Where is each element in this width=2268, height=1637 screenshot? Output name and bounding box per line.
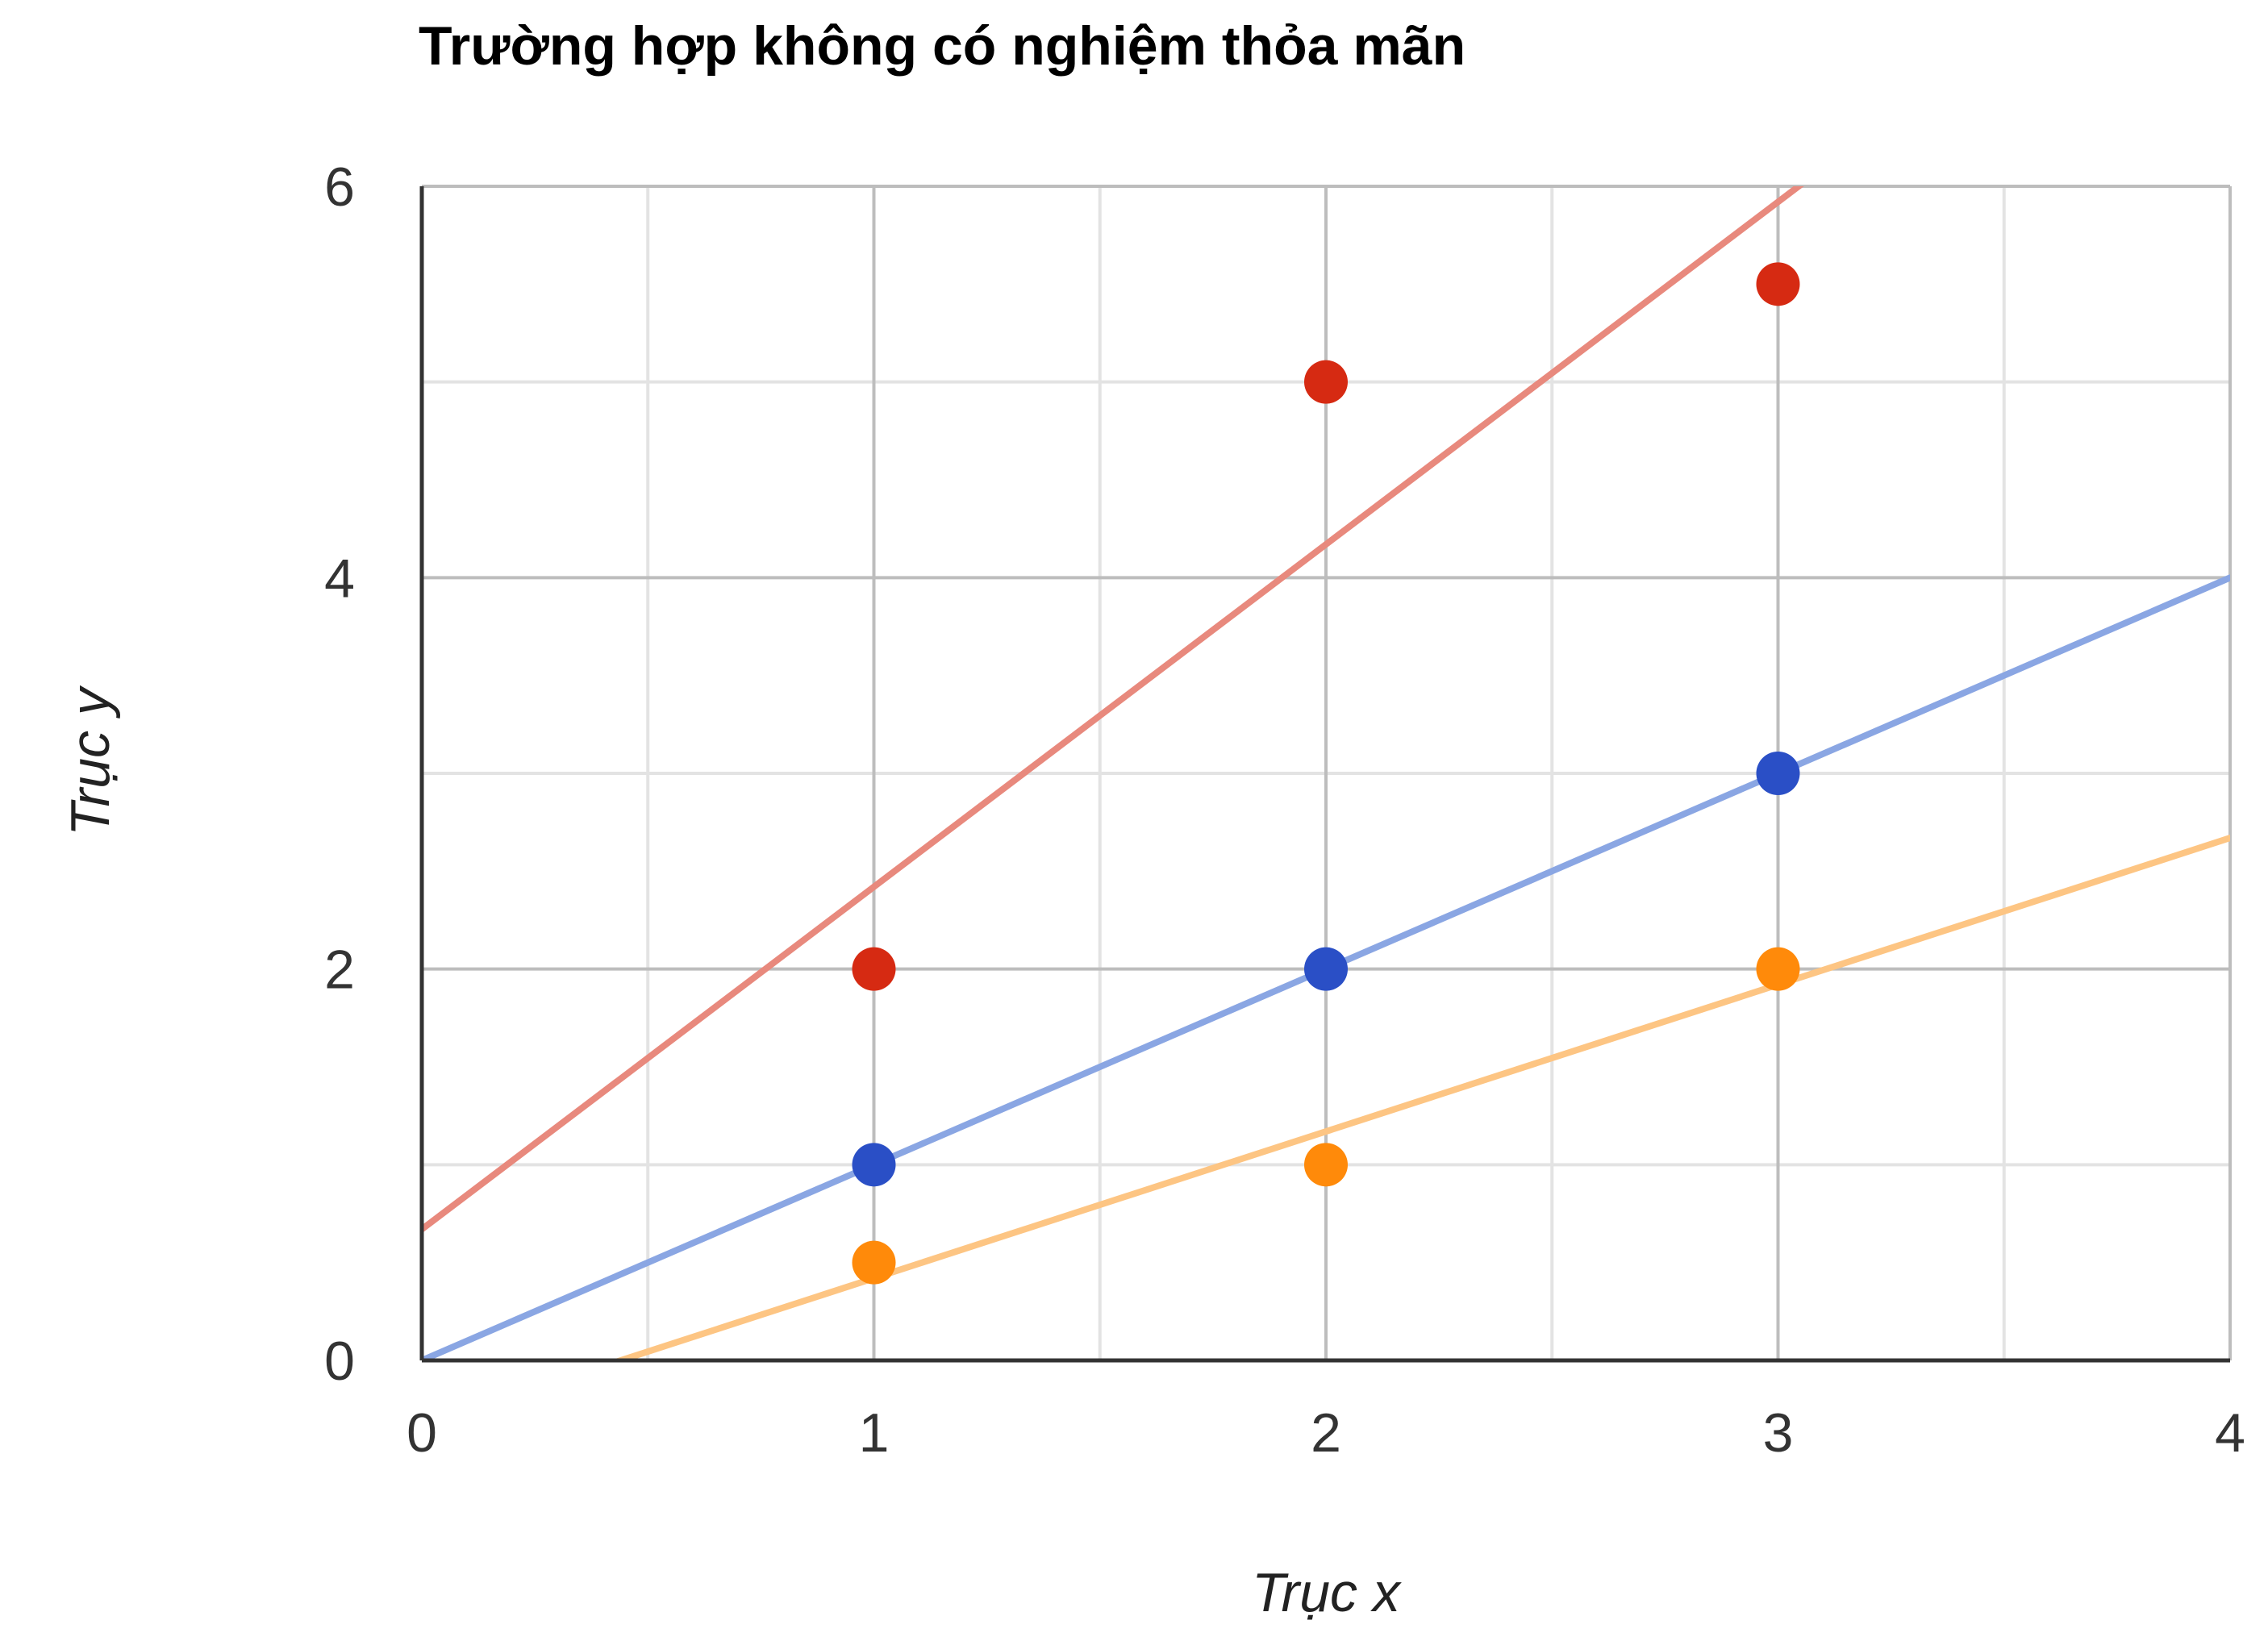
data-point-series-3 bbox=[1756, 947, 1800, 991]
y-axis-title: Trục y bbox=[60, 685, 121, 836]
data-points bbox=[852, 262, 1800, 1285]
x-tick-label: 1 bbox=[859, 1402, 890, 1464]
data-point-series-1 bbox=[1304, 360, 1348, 404]
data-point-series-1 bbox=[1756, 262, 1800, 306]
x-tick-label: 4 bbox=[2215, 1402, 2245, 1464]
data-point-series-3 bbox=[852, 1240, 896, 1285]
data-point-series-2 bbox=[1304, 947, 1348, 991]
y-tick-label: 4 bbox=[324, 548, 355, 609]
axes bbox=[419, 186, 2230, 1363]
tick-labels: 0 1 2 3 4 0 2 4 6 bbox=[324, 156, 2245, 1464]
data-point-series-3 bbox=[1304, 1143, 1348, 1187]
y-tick-label: 2 bbox=[324, 939, 355, 1001]
x-axis-title: Trục x bbox=[1252, 1562, 1402, 1623]
y-tick-label: 6 bbox=[324, 156, 355, 218]
y-tick-label: 0 bbox=[324, 1331, 355, 1392]
trendline-series-1 bbox=[422, 186, 1804, 1233]
data-point-series-2 bbox=[852, 1143, 896, 1187]
chart-title: Trường hợp không có nghiệm thỏa mãn bbox=[419, 15, 1466, 77]
data-point-series-2 bbox=[1756, 752, 1800, 795]
data-point-series-1 bbox=[852, 947, 896, 991]
trendline-series-3 bbox=[610, 835, 2230, 1360]
x-tick-label: 3 bbox=[1763, 1402, 1794, 1464]
x-tick-label: 0 bbox=[406, 1402, 437, 1464]
x-tick-label: 2 bbox=[1311, 1402, 1341, 1464]
